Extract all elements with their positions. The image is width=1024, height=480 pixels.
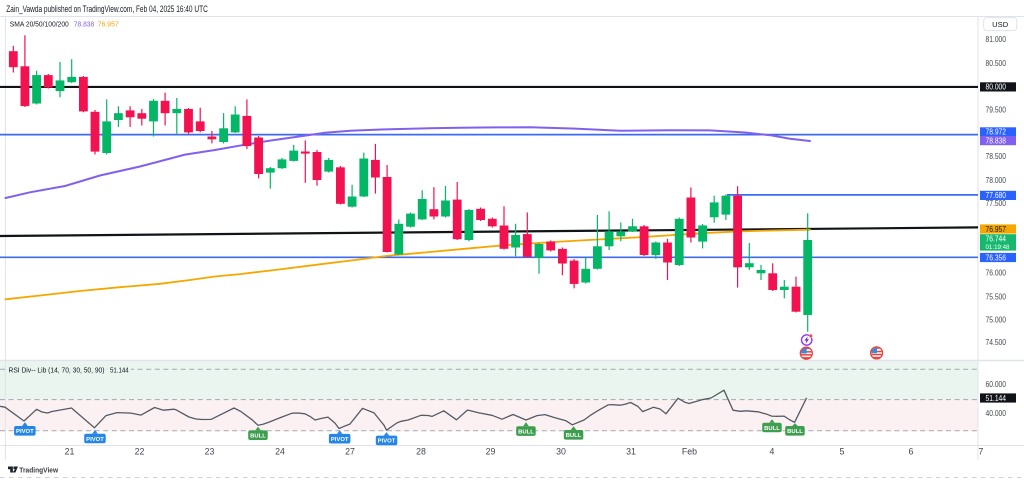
svg-text:51.144: 51.144 [110, 365, 129, 374]
svg-text:SMA 20/50/100/200: SMA 20/50/100/200 [10, 19, 69, 28]
svg-text:21: 21 [65, 446, 75, 456]
svg-text:RSI Div-- Lib (14, 70, 30, 50,: RSI Div-- Lib (14, 70, 30, 50, 90) [9, 365, 105, 374]
svg-text:77.680: 77.680 [986, 191, 1007, 200]
svg-text:5: 5 [840, 446, 845, 456]
svg-text:80.500: 80.500 [986, 59, 1007, 68]
svg-text:24: 24 [275, 446, 285, 456]
svg-text:PIVOT: PIVOT [86, 437, 104, 443]
svg-text:27: 27 [345, 446, 355, 456]
svg-text:74.500: 74.500 [986, 338, 1007, 347]
svg-text:76.744: 76.744 [986, 235, 1007, 244]
svg-text:Zain_Vawda published on Tradin: Zain_Vawda published on TradingView.com,… [6, 4, 208, 14]
svg-text:78.838: 78.838 [74, 19, 94, 28]
svg-text:7: 7 [979, 446, 984, 456]
svg-text:76.356: 76.356 [986, 253, 1007, 262]
svg-text:28: 28 [416, 446, 426, 456]
svg-text:BULL: BULL [787, 429, 803, 435]
svg-text:BULL: BULL [518, 429, 534, 435]
svg-text:BULL: BULL [250, 434, 266, 440]
svg-text:76.000: 76.000 [986, 268, 1007, 277]
svg-text:6: 6 [909, 446, 914, 456]
svg-text:78.838: 78.838 [986, 136, 1007, 145]
svg-text:75.500: 75.500 [986, 292, 1007, 301]
svg-text:78.972: 78.972 [986, 128, 1007, 137]
svg-text:PIVOT: PIVOT [331, 437, 349, 443]
svg-text:BULL: BULL [764, 426, 780, 432]
svg-text:78.000: 78.000 [986, 176, 1007, 185]
svg-text:78.500: 78.500 [986, 152, 1007, 161]
svg-text:75.000: 75.000 [986, 315, 1007, 324]
svg-text:76.957: 76.957 [98, 19, 119, 28]
svg-text:76.957: 76.957 [986, 225, 1007, 234]
svg-text:USD: USD [992, 20, 1009, 29]
svg-text:79.500: 79.500 [986, 105, 1007, 114]
svg-text:80.000: 80.000 [986, 83, 1007, 92]
svg-text:22: 22 [135, 446, 145, 456]
svg-text:40.000: 40.000 [986, 409, 1007, 418]
svg-text:51.144: 51.144 [986, 394, 1007, 403]
svg-text:31: 31 [626, 446, 636, 456]
svg-text:4: 4 [770, 446, 775, 456]
svg-text:01:19:48: 01:19:48 [986, 244, 1010, 251]
svg-text:60.000: 60.000 [986, 380, 1007, 389]
svg-text:BULL: BULL [566, 433, 582, 439]
svg-text:81.000: 81.000 [986, 35, 1007, 44]
svg-text:PIVOT: PIVOT [16, 429, 34, 435]
svg-text:77.500: 77.500 [986, 199, 1007, 208]
svg-text:PIVOT: PIVOT [378, 439, 396, 445]
svg-text:Feb: Feb [682, 446, 697, 456]
svg-text:TradingView: TradingView [19, 466, 58, 475]
svg-text:29: 29 [486, 446, 496, 456]
svg-text:30: 30 [556, 446, 566, 456]
svg-text:23: 23 [205, 446, 215, 456]
